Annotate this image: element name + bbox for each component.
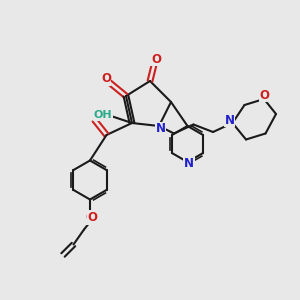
Text: O: O: [260, 89, 270, 102]
Text: O: O: [101, 72, 111, 86]
Text: N: N: [184, 157, 194, 170]
Text: O: O: [85, 211, 95, 224]
Text: O: O: [87, 211, 98, 224]
Text: O: O: [151, 53, 161, 66]
Text: N: N: [224, 113, 235, 127]
Text: N: N: [155, 122, 166, 136]
Text: OH: OH: [94, 110, 112, 121]
